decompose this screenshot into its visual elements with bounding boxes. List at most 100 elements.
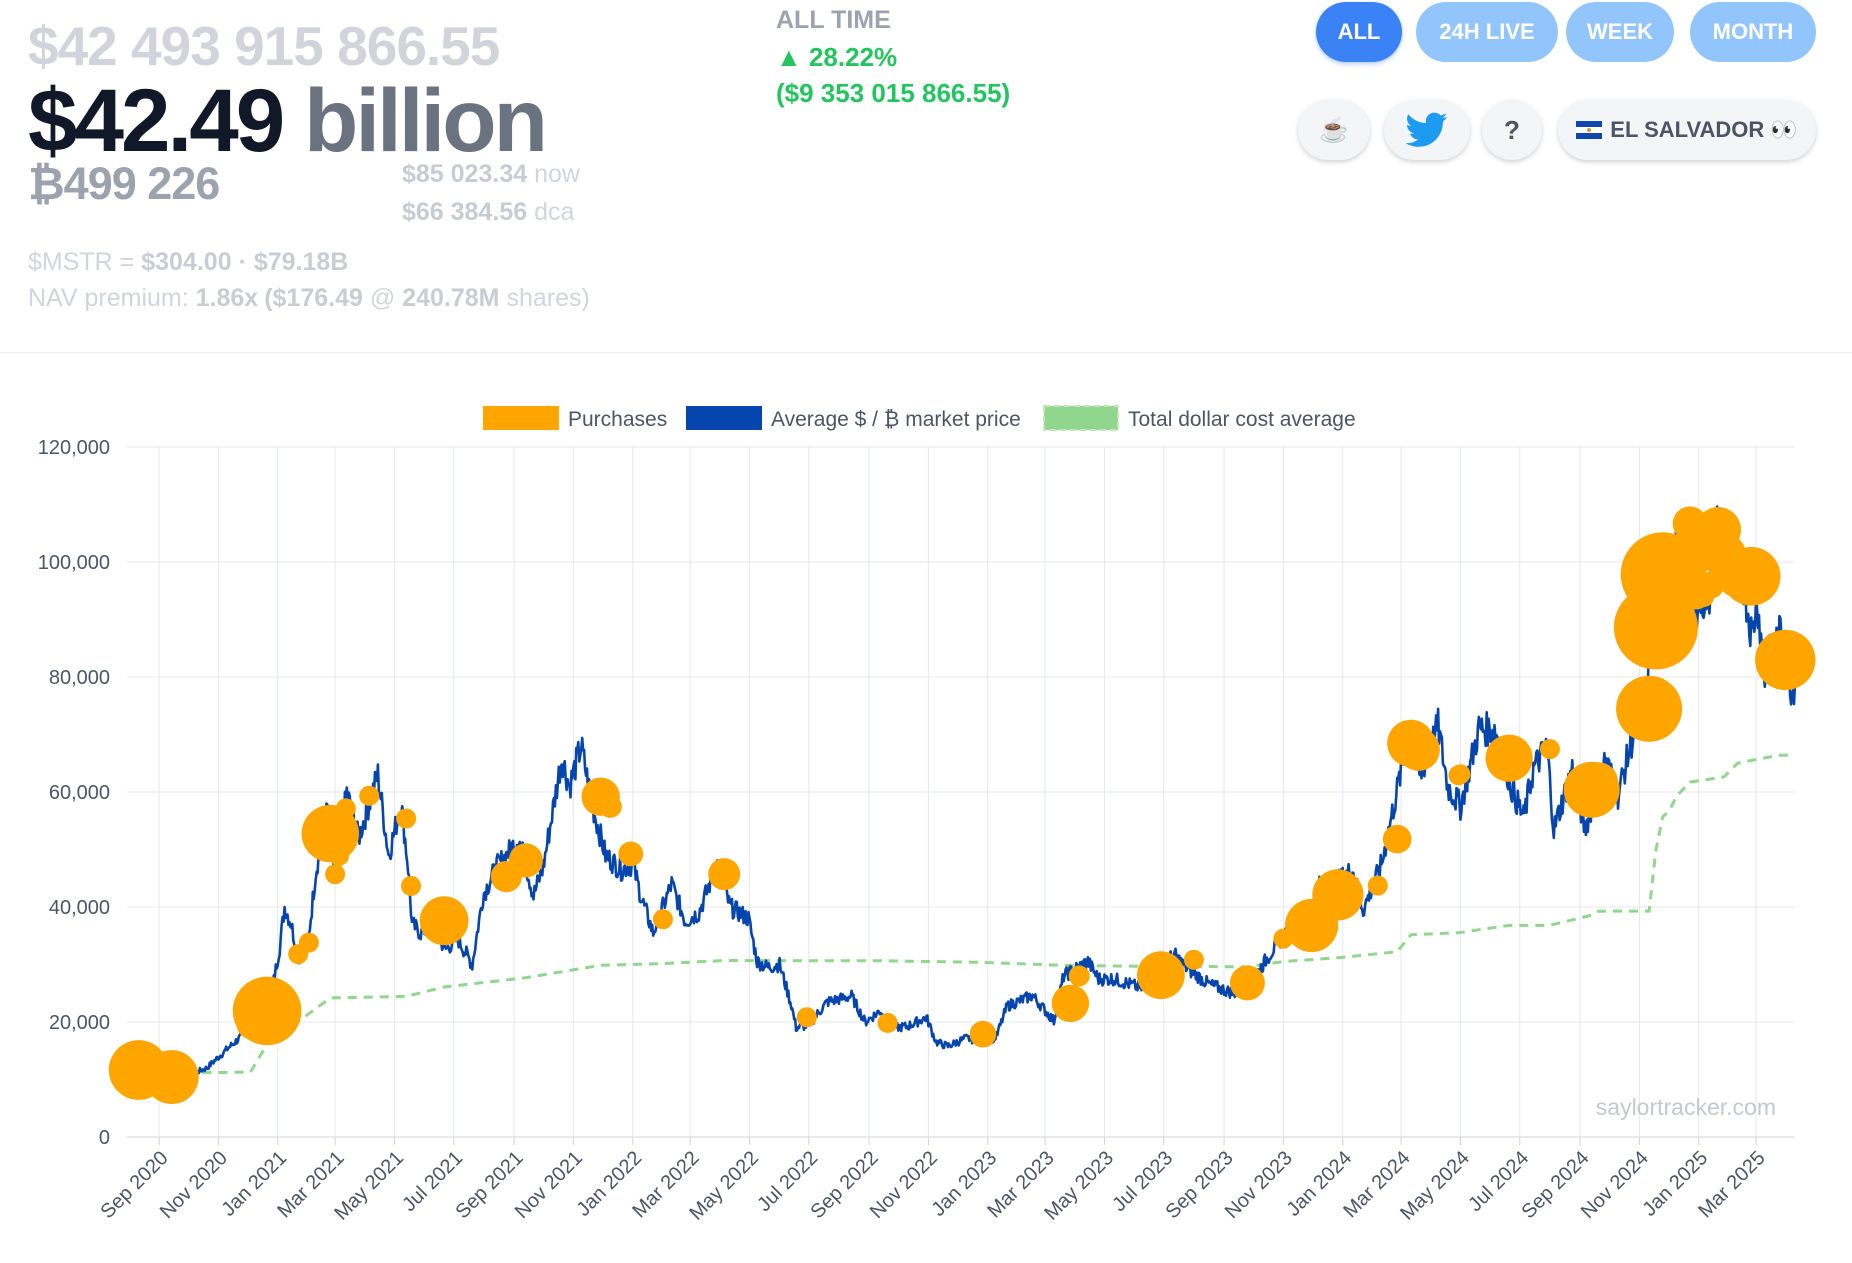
- dca-line: [138, 753, 1795, 1075]
- mstr-label: $MSTR =: [28, 248, 135, 276]
- help-button[interactable]: ?: [1482, 100, 1542, 160]
- legend-label-price: Average $ / ₿ market price: [771, 408, 1021, 431]
- btc-price-now-value: $85 023.34: [402, 160, 528, 188]
- btc-holdings: ₿499 226: [28, 158, 220, 209]
- purchase-point: [1382, 824, 1412, 854]
- y-tick-label: 80,000: [49, 667, 110, 689]
- coffee-button[interactable]: ☕: [1298, 100, 1370, 160]
- price-line: [167, 505, 1797, 1081]
- legend-swatch-dca: [1043, 405, 1119, 431]
- nav-shares: 240.78M: [402, 284, 500, 312]
- all-time-percent-value: 28.22%: [808, 42, 898, 72]
- purchase-point: [144, 1050, 199, 1105]
- purchase-point: [599, 795, 622, 818]
- purchase-point: [1657, 533, 1710, 586]
- range-tab-24h-live[interactable]: 24H LIVE: [1416, 2, 1558, 62]
- chart-series: [138, 505, 1797, 1081]
- twitter-bird-icon: [1406, 112, 1448, 147]
- purchase-point: [298, 932, 319, 953]
- purchase-bubbles: [108, 506, 1816, 1105]
- question-mark-icon: ?: [1504, 114, 1520, 145]
- purchase-point: [1068, 965, 1090, 987]
- purchase-point: [1367, 875, 1388, 896]
- purchase-point: [396, 808, 417, 829]
- purchase-point: [419, 896, 469, 946]
- btc-price-now-label: now: [534, 160, 580, 188]
- all-time-percent: ▲ 28.22%: [776, 42, 897, 73]
- btc-holdings-chart: Purchases Average $ / ₿ market price Tot…: [38, 405, 1816, 1225]
- purchase-point: [401, 875, 421, 896]
- coffee-icon: ☕: [1319, 116, 1349, 144]
- legend-swatch-price: [686, 406, 762, 430]
- nav-premium-value: 1.86x: [195, 284, 259, 312]
- purchase-point: [359, 785, 380, 806]
- nav-premium: NAV premium: 1.86x ($176.49 @ 240.78M sha…: [28, 284, 590, 313]
- nav-per-share: $176.49: [272, 284, 363, 312]
- purchase-point: [652, 909, 673, 930]
- purchase-point: [1397, 728, 1440, 771]
- y-tick-label: 120,000: [38, 437, 110, 459]
- el-salvador-button[interactable]: EL SALVADOR 👀: [1558, 100, 1816, 160]
- purchase-point: [508, 843, 543, 878]
- purchase-point: [708, 858, 741, 891]
- twitter-button[interactable]: [1384, 100, 1470, 160]
- purchase-point: [618, 841, 644, 867]
- btc-price-dca-label: dca: [534, 198, 575, 226]
- nav-label: NAV premium:: [28, 284, 189, 312]
- btc-price-now: $85 023.34 now: [402, 160, 580, 189]
- nav-at: @: [369, 284, 396, 312]
- btc-price-dca-value: $66 384.56: [402, 198, 528, 226]
- chart-watermark: saylortracker.com: [1596, 1094, 1776, 1120]
- purchase-point: [1755, 629, 1816, 691]
- purchase-point: [796, 1007, 817, 1028]
- purchase-point: [1183, 949, 1204, 970]
- total-value-headline: $42.49 billion: [28, 70, 548, 170]
- purchase-point: [1696, 571, 1724, 599]
- mstr-quote: $MSTR = $304.00 · $79.18B: [28, 248, 348, 277]
- purchase-point: [1485, 734, 1533, 782]
- btc-price-dca: $66 384.56 dca: [402, 198, 574, 227]
- range-tab-week[interactable]: WEEK: [1566, 2, 1674, 62]
- purchase-point: [1539, 739, 1560, 760]
- purchase-point: [1229, 965, 1265, 1001]
- el-salvador-flag-icon: [1576, 121, 1603, 139]
- el-salvador-label: EL SALVADOR: [1610, 117, 1765, 142]
- mstr-separator: ·: [238, 248, 247, 276]
- chart-grid: [127, 446, 1795, 1145]
- range-tab-all[interactable]: ALL: [1316, 2, 1402, 62]
- purchase-point: [232, 976, 302, 1046]
- y-tick-label: 20,000: [49, 1012, 110, 1034]
- purchase-point: [1450, 764, 1471, 785]
- purchase-point: [335, 798, 356, 819]
- legend-label-purchases: Purchases: [568, 408, 667, 431]
- all-time-usd: ($9 353 015 866.55): [776, 78, 1011, 108]
- chart-legend: Purchases Average $ / ₿ market price Tot…: [483, 405, 1356, 431]
- all-time-title: ALL TIME: [776, 6, 891, 34]
- legend-label-dca: Total dollar cost average: [1128, 408, 1356, 431]
- mstr-price: $304.00: [141, 248, 232, 276]
- y-tick-label: 0: [99, 1127, 110, 1149]
- purchase-point: [1312, 869, 1364, 921]
- nav-paren-open: (: [264, 284, 273, 312]
- total-value-unit: billion: [303, 70, 548, 170]
- range-tab-month[interactable]: MONTH: [1690, 2, 1816, 62]
- purchase-point: [1051, 984, 1090, 1023]
- up-arrow-icon: ▲: [776, 42, 802, 72]
- y-axis-ticks: 0 20,000 40,000 60,000 80,000 100,000 120,000: [38, 437, 110, 1149]
- y-tick-label: 60,000: [49, 782, 110, 804]
- purchase-point: [1721, 547, 1781, 606]
- eyes-icon: 👀: [1770, 117, 1798, 142]
- purchase-point: [1578, 762, 1619, 802]
- purchase-point: [1137, 951, 1185, 1000]
- legend-swatch-purchases: [483, 406, 559, 430]
- nav-shares-label: shares): [506, 284, 590, 312]
- purchase-point: [329, 845, 349, 866]
- mstr-market-cap: $79.18B: [253, 248, 349, 276]
- y-tick-label: 100,000: [38, 552, 110, 574]
- purchase-point: [1616, 675, 1683, 742]
- y-tick-label: 40,000: [49, 897, 110, 919]
- total-value-exact: $42 493 915 866.55: [28, 15, 500, 77]
- total-value-number: $42.49: [28, 70, 285, 170]
- header-divider: [0, 352, 1852, 353]
